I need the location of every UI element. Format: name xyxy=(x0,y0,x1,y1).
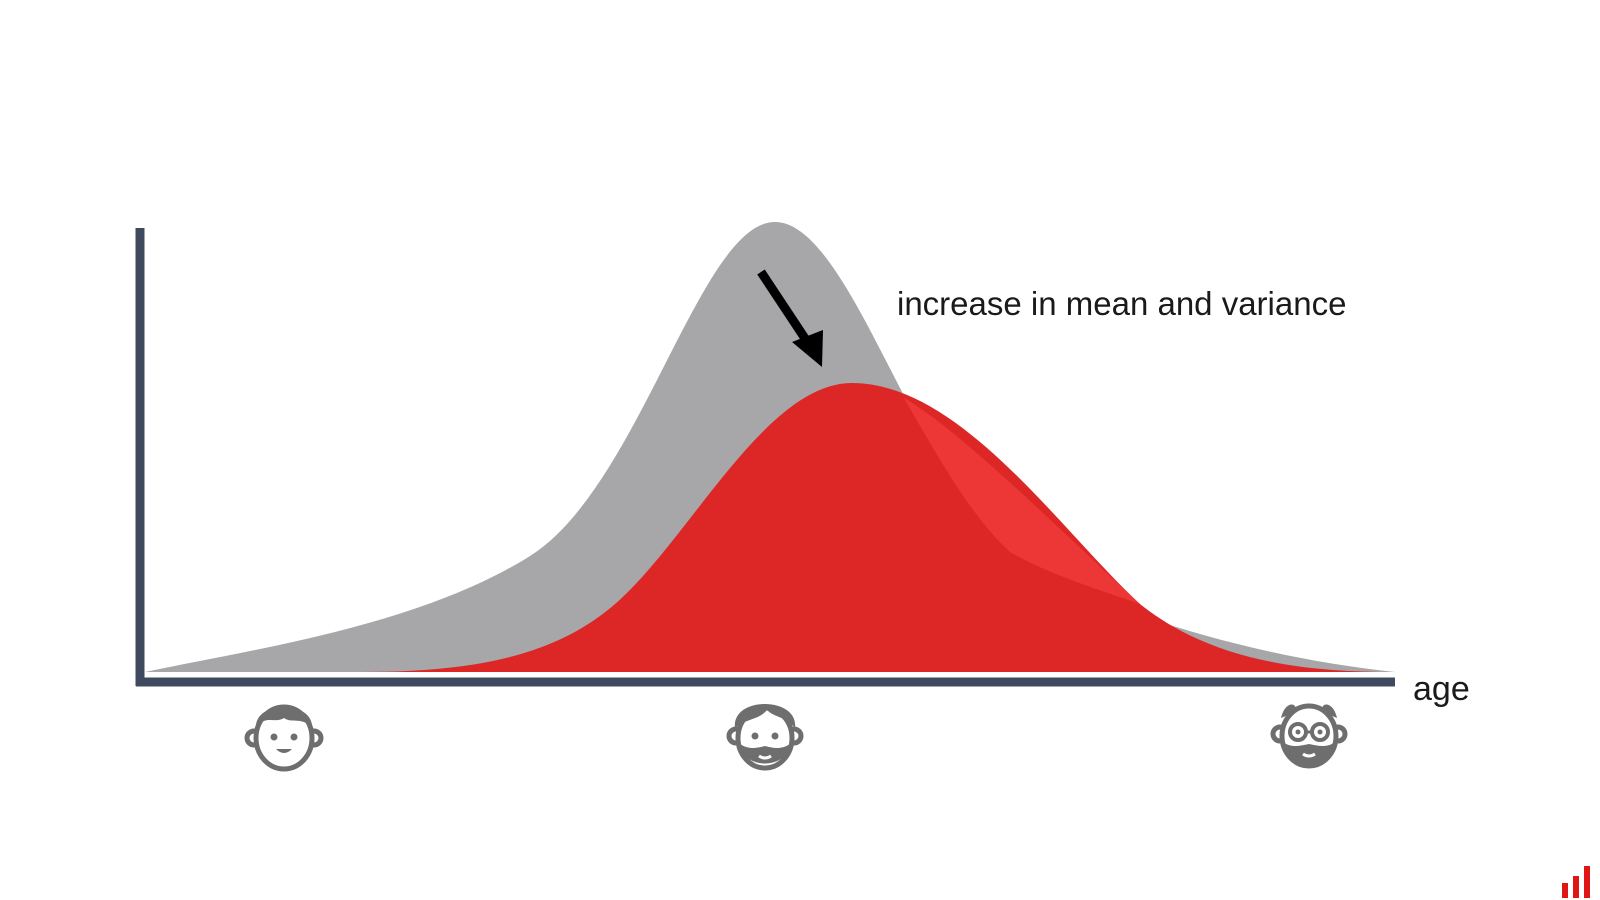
annotation-label: increase in mean and variance xyxy=(897,285,1346,322)
adult-bearded-face-icon xyxy=(726,704,804,771)
bar-chart-logo-icon xyxy=(1562,866,1590,898)
after-distribution-curve xyxy=(360,383,1395,672)
x-axis-label: age xyxy=(1413,670,1470,708)
shift-arrow xyxy=(757,269,823,367)
young-face-icon xyxy=(244,704,324,772)
after-curve-overlap-region xyxy=(904,398,1140,604)
elder-face-icon xyxy=(1270,703,1348,769)
